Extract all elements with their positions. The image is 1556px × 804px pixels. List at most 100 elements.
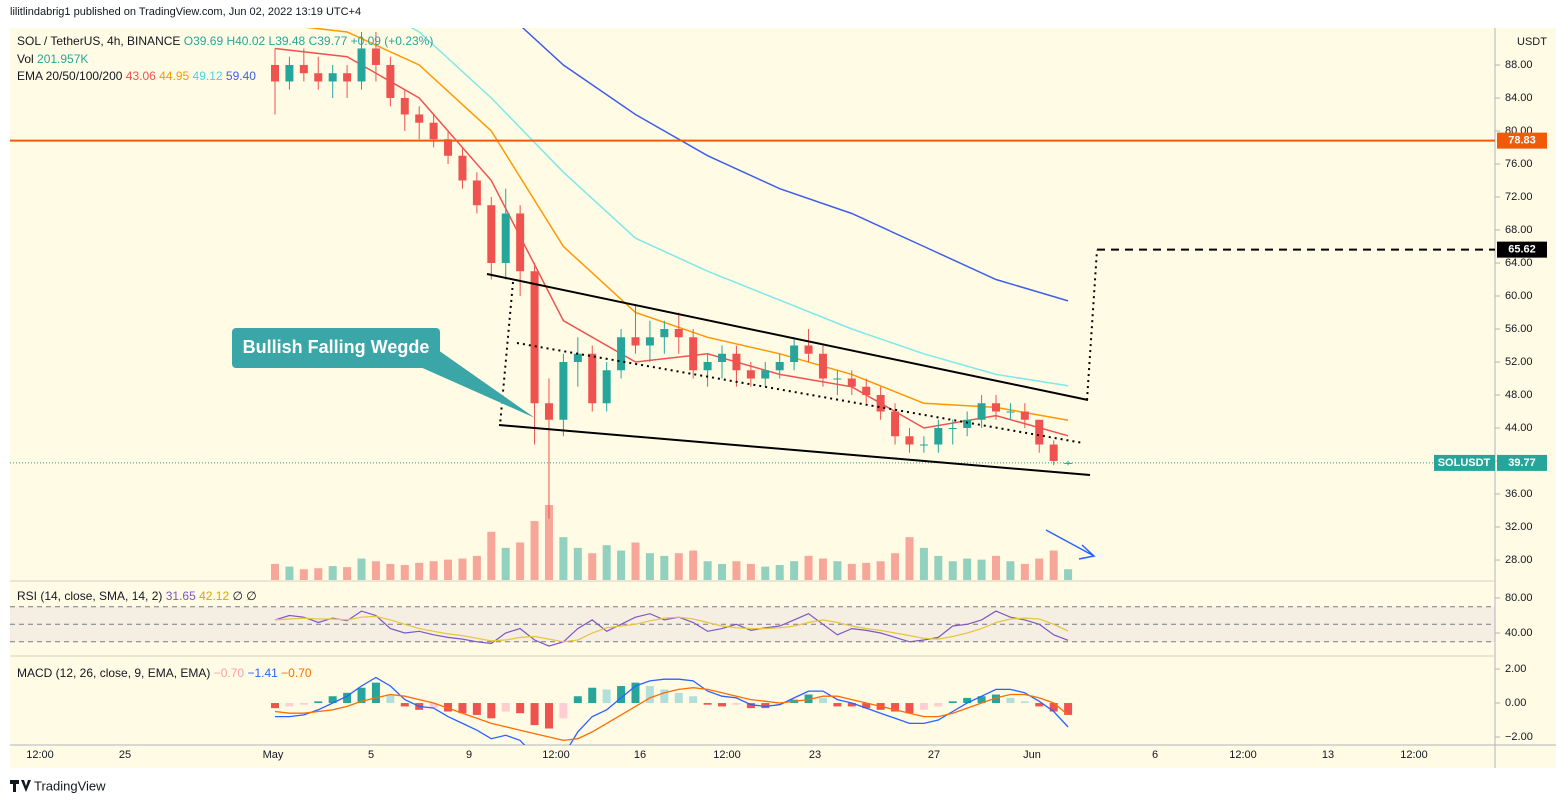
macd-histogram-bar — [847, 703, 856, 707]
rsi-line — [274, 610, 1069, 647]
down-arrow — [1045, 529, 1096, 560]
rsi-value: ∅ — [246, 589, 256, 603]
macd-histogram-bar — [1035, 703, 1044, 707]
macd-histogram-bar — [400, 703, 409, 707]
ema-label: EMA 20/50/100/200 — [17, 69, 123, 83]
x-tick-label: 5 — [368, 749, 374, 761]
candle-body — [977, 403, 986, 420]
volume-bar — [992, 555, 1000, 580]
candle-body — [386, 64, 395, 98]
volume-bar — [761, 566, 770, 580]
candle-body — [357, 48, 366, 82]
volume-bar — [472, 555, 481, 580]
macd-histogram-bar — [645, 686, 654, 704]
y-tick-label: 76.00 — [1505, 158, 1533, 170]
macd-histogram-bar — [674, 692, 683, 704]
wedge-upper — [486, 273, 1089, 401]
candle-body — [761, 370, 770, 379]
x-tick-label: May — [263, 749, 284, 761]
candle-body — [1006, 411, 1015, 413]
candle-body — [617, 337, 626, 371]
symbol: SOL / TetherUS, 4h, BINANCE — [17, 34, 180, 48]
volume-bar — [602, 545, 611, 580]
volume-bar — [718, 563, 727, 580]
candle-body — [775, 362, 784, 371]
volume-bar — [804, 555, 813, 580]
candle-body — [588, 353, 597, 404]
macd-histogram-bar — [1049, 703, 1058, 712]
x-tick-label: 27 — [928, 749, 940, 761]
x-tick-label: 23 — [809, 749, 821, 761]
macd-pane — [271, 676, 1073, 745]
volume-bar — [544, 505, 553, 580]
volume-bar — [905, 537, 914, 580]
logo-icon — [10, 780, 31, 792]
macd-histogram-bar — [775, 703, 784, 705]
rsi-pane — [10, 606, 1495, 647]
y-tick-label: 64.00 — [1505, 257, 1533, 269]
price-label: 78.83 — [1508, 135, 1536, 147]
candle-body — [602, 370, 611, 404]
y-tick-label: 72.00 — [1505, 191, 1533, 203]
volume-bar — [631, 542, 640, 580]
candle-body — [516, 213, 525, 272]
macd-histogram-bar — [804, 694, 813, 704]
candle-body — [530, 271, 539, 404]
ema-value: 49.12 — [193, 69, 223, 83]
candle-body — [271, 64, 279, 82]
y-tick-label: 0.00 — [1505, 697, 1526, 709]
volume-bar — [271, 563, 279, 580]
ohlc: C39.77 — [309, 34, 348, 48]
volume-bar — [1049, 550, 1058, 580]
y-tick-label: 80.00 — [1505, 592, 1533, 604]
candle-body — [790, 345, 799, 363]
candle-body — [400, 97, 409, 115]
volume-bar — [328, 566, 337, 580]
ema-value: 43.06 — [126, 69, 156, 83]
macd-histogram-bar — [458, 703, 467, 714]
macd-histogram-bar — [1006, 697, 1015, 704]
price-pane — [10, 28, 1495, 580]
ohlc-change: +0.09 (+0.23%) — [351, 34, 434, 48]
candle-body — [804, 345, 813, 354]
y-tick-label: 60.00 — [1505, 290, 1533, 302]
callout-pointer — [418, 350, 535, 418]
volume-bar — [588, 553, 597, 580]
candle-body — [905, 436, 914, 445]
candle-body — [544, 403, 553, 420]
symbol-label: SOLUSDT — [1438, 457, 1491, 469]
candle-body — [631, 337, 640, 346]
candle-body — [1035, 419, 1044, 445]
callout-text: Bullish Falling Wegde — [243, 337, 430, 357]
x-tick-label: 12:00 — [1400, 749, 1428, 761]
volume-bar — [314, 568, 323, 580]
candle-body — [299, 64, 308, 74]
macd-histogram-bar — [891, 703, 900, 712]
ohlc: H40.02 — [226, 34, 265, 48]
volume-bar — [891, 553, 900, 580]
volume-bar — [1035, 558, 1044, 580]
volume-bar — [343, 567, 352, 580]
x-tick-label: 16 — [634, 749, 646, 761]
candle-body — [371, 48, 380, 65]
volume-bar — [357, 558, 366, 580]
price-label: 39.77 — [1508, 457, 1536, 469]
y-tick-label: 2.00 — [1505, 663, 1526, 675]
macd-histogram-bar — [963, 697, 972, 704]
y-tick-label: 28.00 — [1505, 554, 1533, 566]
volume-bar — [790, 561, 799, 580]
volume-bar — [674, 553, 683, 580]
volume-bar — [876, 561, 885, 580]
volume-bar — [1006, 561, 1015, 580]
macd-histogram-bar — [285, 703, 294, 707]
price-label-box — [1497, 454, 1547, 471]
candle-body — [487, 205, 496, 263]
macd-histogram-bar — [718, 703, 727, 707]
macd-histogram-bar — [472, 703, 481, 715]
x-tick-label: Jun — [1023, 749, 1041, 761]
macd-histogram-bar — [588, 687, 597, 704]
candle-body — [415, 114, 424, 123]
ema-value: 59.40 — [226, 69, 256, 83]
candle-body — [992, 403, 1000, 412]
macd-histogram-bar — [703, 703, 712, 705]
